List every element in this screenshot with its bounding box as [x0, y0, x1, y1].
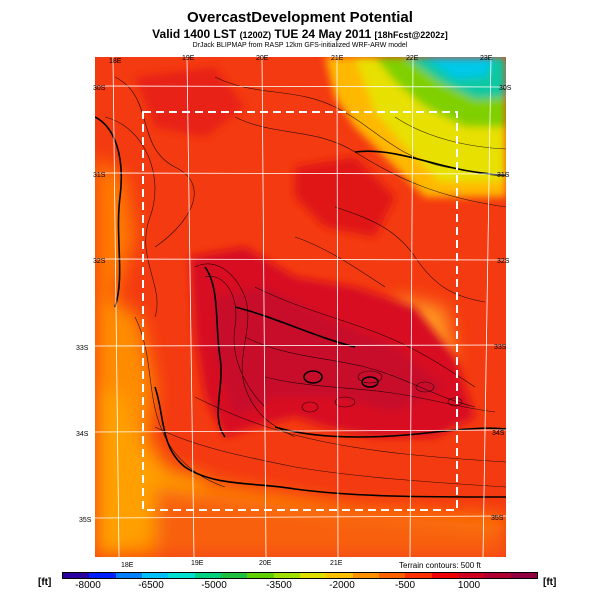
forecast-info: [18hFcst@2202z] — [374, 30, 448, 40]
colorbar-swatch — [431, 573, 458, 578]
forecast-map — [95, 57, 506, 557]
right-lat-label: 34S — [492, 430, 505, 437]
map-title: OvercastDevelopment Potential — [187, 9, 413, 26]
top-lon-label: 21E — [331, 55, 344, 62]
map-subtitle: Valid 1400 LST (1200Z) TUE 24 May 2011 [… — [0, 27, 600, 41]
graticule — [95, 57, 506, 557]
top-lon-label: 20E — [256, 55, 269, 62]
valid-time: Valid 1400 LST — [152, 27, 237, 41]
colorbar-label: -2000 — [329, 580, 355, 591]
field-lowland-regions — [95, 157, 506, 557]
utc-time: (1200Z) — [239, 30, 272, 40]
top-lon-label: 19E — [182, 55, 195, 62]
right-lat-label: 31S — [497, 172, 510, 179]
right-lat-label: 32S — [497, 258, 510, 265]
field-high-regions — [135, 67, 475, 437]
colorbar — [62, 572, 538, 579]
colorbar-label: -8000 — [75, 580, 101, 591]
bottom-lon-label: 21E — [330, 560, 343, 567]
top-lon-label: 18E — [109, 58, 122, 65]
colorbar-unit-right: [ft] — [543, 577, 557, 588]
colorbar-swatch — [168, 573, 195, 578]
colorbar-swatch — [405, 573, 432, 578]
colorbar-swatch — [273, 573, 300, 578]
terrain-contour-note: Terrain contours: 500 ft — [399, 561, 481, 570]
left-lat-label: 33S — [76, 345, 89, 352]
left-lat-label: 34S — [76, 431, 89, 438]
colorbar-swatch — [299, 573, 327, 578]
right-lat-label: 30S — [499, 85, 512, 92]
left-lat-label: 30S — [93, 85, 106, 92]
right-lat-label: 35S — [491, 515, 504, 522]
colorbar-swatch — [378, 573, 406, 578]
colorbar-swatch — [220, 573, 248, 578]
colorbar-label: -3500 — [266, 580, 292, 591]
colorbar-swatch — [63, 573, 90, 578]
colorbar-swatch — [484, 573, 511, 578]
colorbar-unit-left: [ft] — [38, 577, 52, 588]
top-lon-label: 22E — [406, 55, 419, 62]
colorbar-label: -5000 — [201, 580, 227, 591]
top-lon-label: 23E — [480, 55, 493, 62]
bottom-lon-label: 18E — [121, 562, 134, 569]
model-credit: DrJack BLIPMAP from RASP 12km GFS-initia… — [192, 42, 408, 49]
terrain-contours-major — [95, 116, 506, 498]
colorbar-label: -500 — [394, 580, 416, 591]
right-lat-label: 33S — [494, 344, 507, 351]
left-lat-label: 31S — [93, 172, 106, 179]
colorbar-swatch — [194, 573, 221, 578]
colorbar-swatch — [247, 573, 274, 578]
colorbar-swatch — [352, 573, 379, 578]
inner-domain-boundary — [142, 111, 458, 511]
valid-date: TUE 24 May 2011 — [274, 27, 372, 41]
colorbar-swatch — [115, 573, 142, 578]
colorbar-label: -6500 — [138, 580, 164, 591]
bottom-lon-label: 20E — [259, 560, 272, 567]
colorbar-label: 1000 — [457, 580, 481, 591]
colorbar-swatch — [510, 573, 537, 578]
colorbar-swatch — [457, 573, 485, 578]
field-northeast-low — [325, 57, 506, 197]
bottom-lon-label: 19E — [191, 560, 204, 567]
left-lat-label: 32S — [93, 258, 106, 265]
left-lat-label: 35S — [79, 517, 92, 524]
colorbar-swatch — [326, 573, 353, 578]
colorbar-swatch — [89, 573, 116, 578]
colorbar-swatch — [141, 573, 169, 578]
